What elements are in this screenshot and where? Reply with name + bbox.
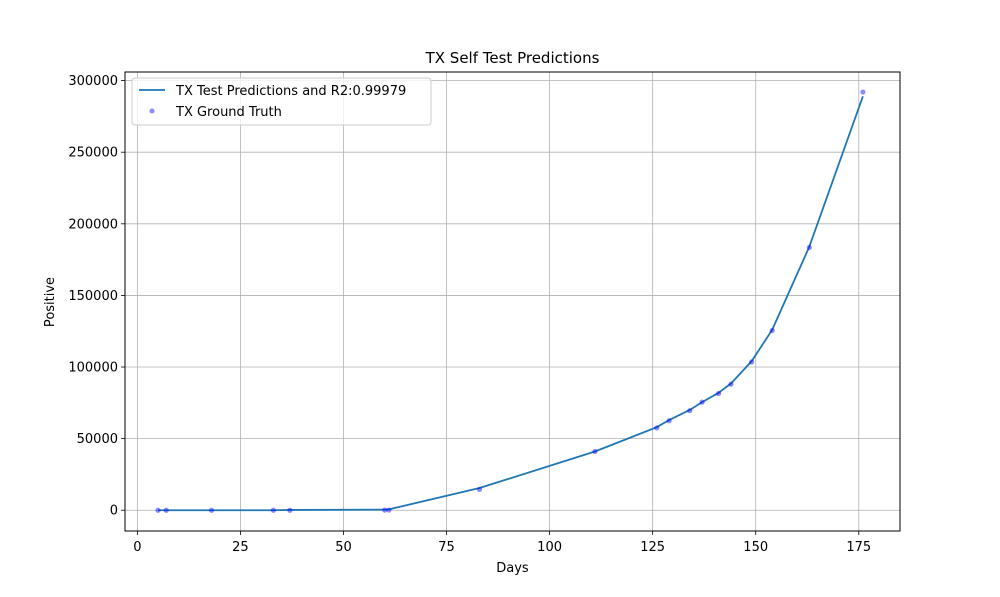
ground-truth-point — [382, 507, 388, 513]
x-tick-label: 150 — [743, 540, 768, 555]
y-axis-ticks: 0 50000 100000 150000 200000 250000 300000 — [68, 74, 125, 519]
plot-frame — [124, 71, 901, 532]
chart-title: TX Self Test Predictions — [425, 49, 600, 67]
y-axis-label: Positive — [43, 277, 58, 327]
ground-truth-point — [654, 425, 660, 431]
x-tick-label: 0 — [133, 540, 141, 555]
ground-truth-point — [163, 507, 169, 513]
x-tick-label: 50 — [335, 540, 352, 555]
ground-truth-point — [476, 486, 483, 493]
x-axis-ticks: 0 25 50 75 100 125 150 175 — [133, 531, 871, 555]
legend-label-predictions: TX Test Predictions and R2:0.99979 — [175, 84, 406, 99]
ground-truth-point — [728, 381, 734, 387]
x-tick-label: 125 — [640, 540, 665, 555]
ground-truth-point — [666, 418, 672, 424]
ground-truth-point — [287, 507, 293, 513]
series-layer — [155, 89, 866, 513]
legend-label-ground-truth: TX Ground Truth — [175, 105, 282, 120]
prediction-line — [157, 96, 864, 512]
y-tick-label: 100000 — [68, 361, 118, 376]
ground-truth-point — [806, 244, 812, 251]
legend-marker-swatch — [149, 108, 155, 114]
ground-truth-point — [270, 507, 276, 513]
y-tick-label: 200000 — [68, 217, 118, 232]
y-tick-label: 0 — [110, 504, 118, 519]
ground-truth-point — [716, 390, 722, 397]
legend: TX Test Predictions and R2:0.99979 TX Gr… — [131, 77, 432, 126]
ground-truth-point — [208, 507, 215, 513]
ground-truth-point — [860, 89, 866, 95]
legend-box — [131, 77, 432, 126]
y-tick-label: 50000 — [77, 432, 118, 447]
x-tick-label: 25 — [232, 540, 249, 555]
x-axis-label: Days — [496, 561, 529, 576]
ground-truth-point — [592, 448, 598, 455]
grid — [125, 72, 900, 531]
ground-truth-point — [155, 507, 161, 513]
y-tick-label: 250000 — [68, 146, 118, 161]
ground-truth-point — [386, 507, 392, 513]
y-tick-label: 300000 — [68, 74, 118, 89]
x-tick-label: 175 — [846, 540, 871, 555]
x-tick-label: 100 — [537, 540, 562, 555]
ground-truth-point — [769, 327, 775, 334]
ground-truth-point — [687, 408, 693, 414]
y-tick-label: 150000 — [68, 289, 118, 304]
x-tick-label: 75 — [438, 540, 455, 555]
ground-truth-point — [749, 359, 755, 365]
ground-truth-point — [699, 399, 705, 405]
plot-area — [125, 72, 900, 531]
